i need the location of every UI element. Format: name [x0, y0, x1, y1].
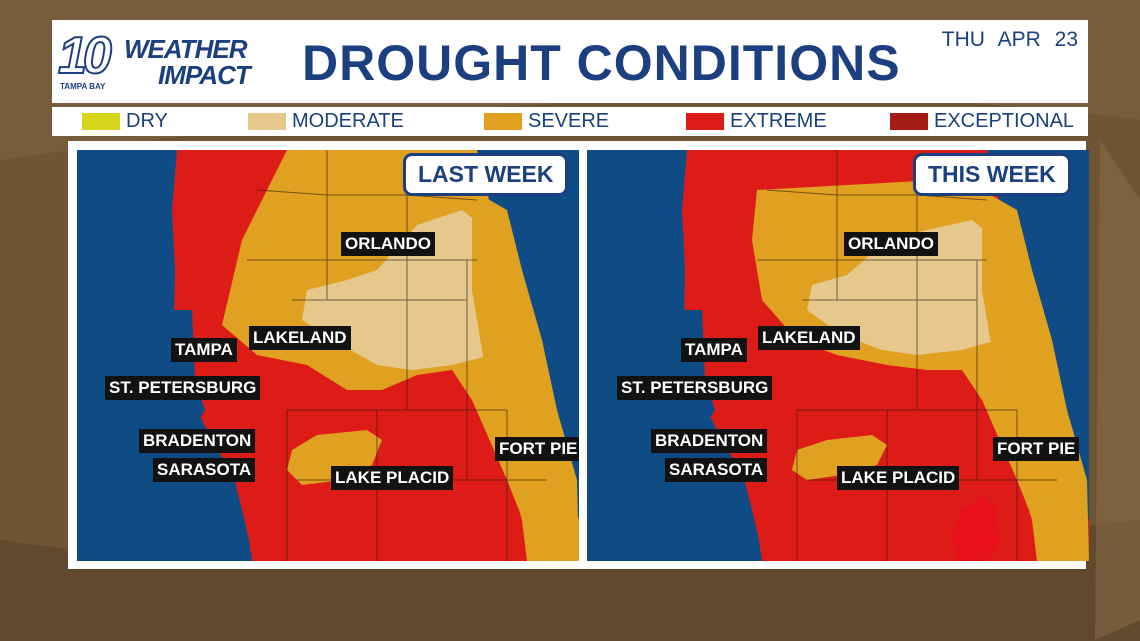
zone-moderate: [807, 220, 1007, 355]
legend-swatch: [82, 113, 120, 130]
legend-label: DRY: [126, 110, 168, 132]
zone-moderate: [302, 210, 507, 370]
city-label-fort-pierce: FORT PIE: [495, 437, 579, 461]
zone-severe-east: [982, 190, 1089, 561]
city-label-lake-placid: LAKE PLACID: [837, 466, 960, 490]
legend-label: EXCEPTIONAL: [934, 110, 1075, 132]
city-label-st-petersburg: ST. PETERSBURG: [105, 376, 261, 400]
logo-word-impact: IMPACT: [158, 60, 251, 90]
legend-swatch: [890, 113, 928, 130]
date-display: THU APR 23: [942, 28, 1078, 52]
logo-station: TAMPA BAY: [60, 82, 106, 91]
city-label-lakeland: LAKELAND: [249, 326, 351, 350]
legend-item-exceptional: EXCEPTIONAL: [890, 107, 1074, 136]
zone-severe-east: [472, 190, 579, 561]
logo-number: 10: [57, 26, 113, 86]
city-label-orlando: ORLANDO: [341, 232, 435, 256]
city-label-lake-placid: LAKE PLACID: [331, 466, 454, 490]
drought-map-last-week: [77, 150, 579, 561]
header-bar: 10 WEATHER IMPACT TAMPA BAY DROUGHT COND…: [52, 20, 1088, 103]
city-label-sarasota: SARASOTA: [665, 458, 768, 482]
legend-label: SEVERE: [528, 110, 610, 132]
station-logo: 10 WEATHER IMPACT TAMPA BAY: [57, 26, 282, 94]
city-label-tampa: TAMPA: [171, 338, 237, 362]
county-lines: [757, 150, 1057, 561]
legend-swatch: [484, 113, 522, 130]
city-label-sarasota: SARASOTA: [153, 458, 256, 482]
legend-item-extreme: EXTREME: [686, 107, 827, 136]
maps-container: ORLANDO LAKELAND TAMPA ST. PETERSBURG BR…: [68, 141, 1089, 569]
coast-east: [507, 180, 579, 440]
city-label-orlando: ORLANDO: [844, 232, 938, 256]
legend-item-dry: DRY: [82, 107, 168, 136]
drought-map-this-week: [587, 150, 1089, 561]
logo-word-weather: WEATHER: [124, 34, 248, 64]
legend-label: EXTREME: [730, 110, 827, 132]
legend-swatch: [248, 113, 286, 130]
city-label-bradenton: BRADENTON: [651, 429, 768, 453]
badge-last-week: LAST WEEK: [403, 153, 569, 196]
coast-east: [1017, 180, 1089, 440]
date-day: THU: [941, 28, 985, 51]
county-lines: [247, 150, 547, 561]
legend-item-severe: SEVERE: [484, 107, 609, 136]
page-title: DROUGHT CONDITIONS: [302, 35, 901, 91]
legend-swatch: [686, 113, 724, 130]
zone-exceptional: [952, 495, 999, 561]
legend-item-moderate: MODERATE: [248, 107, 404, 136]
city-label-st-petersburg: ST. PETERSBURG: [617, 376, 773, 400]
map-last-week: ORLANDO LAKELAND TAMPA ST. PETERSBURG BR…: [77, 150, 579, 561]
date-value: APR 23: [997, 28, 1078, 51]
city-label-fort-pierce: FORT PIE: [993, 437, 1080, 461]
city-label-bradenton: BRADENTON: [139, 429, 256, 453]
map-this-week: ORLANDO LAKELAND TAMPA ST. PETERSBURG BR…: [587, 150, 1089, 561]
legend-label: MODERATE: [292, 110, 404, 132]
drought-legend: DRY MODERATE SEVERE EXTREME EXCEPTIONAL: [52, 107, 1088, 136]
badge-this-week: THIS WEEK: [913, 153, 1071, 196]
city-label-lakeland: LAKELAND: [758, 326, 860, 350]
city-label-tampa: TAMPA: [681, 338, 747, 362]
